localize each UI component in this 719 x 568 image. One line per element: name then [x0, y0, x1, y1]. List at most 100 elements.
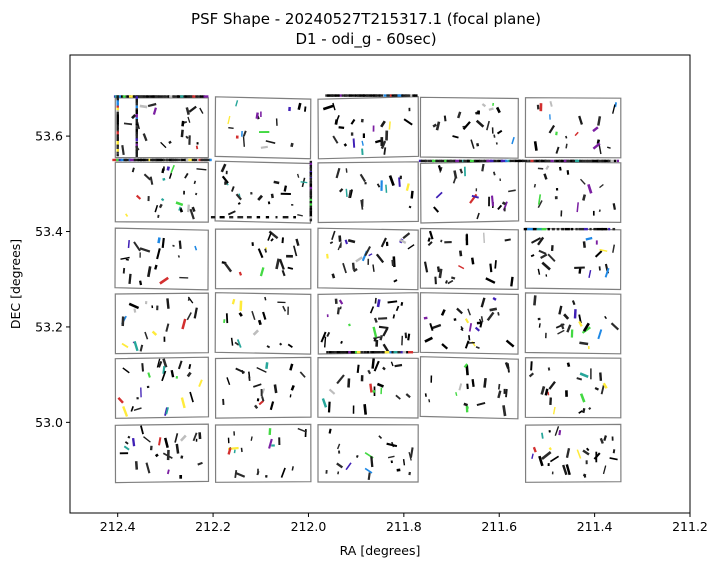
- psf-whisker: [191, 206, 196, 213]
- psf-whisker: [555, 131, 558, 136]
- psf-whisker: [265, 362, 269, 369]
- psf-whisker: [489, 263, 493, 273]
- psf-whisker: [332, 135, 339, 144]
- psf-whisker: [250, 436, 253, 441]
- psf-whisker: [140, 425, 144, 435]
- psf-whisker: [175, 201, 184, 207]
- psf-whisker: [147, 102, 157, 108]
- psf-whisker: [185, 135, 189, 140]
- psf-whisker: [355, 454, 359, 458]
- psf-whisker: [579, 178, 586, 185]
- x-tick-label: 211.2: [672, 519, 708, 534]
- detector-ccd: [114, 97, 209, 159]
- psf-whisker: [287, 266, 294, 270]
- psf-whisker: [193, 180, 197, 185]
- psf-whisker: [392, 314, 396, 319]
- psf-whisker: [257, 319, 262, 326]
- psf-whisker: [303, 106, 307, 112]
- psf-whisker: [156, 358, 161, 368]
- psf-whisker: [227, 115, 231, 125]
- psf-whisker: [131, 167, 135, 173]
- psf-whisker: [585, 236, 593, 241]
- psf-whisker: [558, 166, 562, 171]
- psf-whisker: [233, 449, 236, 454]
- psf-whisker: [455, 392, 458, 396]
- psf-whisker: [179, 434, 187, 442]
- psf-whisker: [497, 204, 503, 211]
- psf-whisker: [228, 127, 234, 129]
- psf-whisker: [281, 237, 284, 244]
- psf-whisker: [387, 300, 398, 304]
- psf-whisker: [347, 378, 351, 388]
- psf-whisker: [241, 369, 244, 375]
- psf-whisker: [149, 176, 154, 185]
- psf-whisker: [166, 298, 170, 309]
- psf-whisker: [578, 320, 583, 327]
- psf-whisker: [133, 407, 142, 411]
- psf-whisker: [338, 126, 345, 130]
- x-tick-label: 211.8: [386, 519, 422, 534]
- psf-whisker: [440, 239, 443, 243]
- psf-whisker: [158, 203, 163, 209]
- psf-whisker: [555, 146, 560, 154]
- psf-whisker: [548, 124, 556, 134]
- psf-whisker: [133, 241, 141, 252]
- psf-whisker: [583, 474, 587, 478]
- psf-whisker: [139, 344, 144, 352]
- psf-whisker: [434, 276, 437, 285]
- psf-whisker: [600, 385, 605, 395]
- x-tick-label: 212.2: [195, 519, 231, 534]
- psf-whisker: [488, 107, 494, 111]
- psf-whisker: [144, 331, 149, 340]
- psf-whisker: [456, 307, 463, 315]
- psf-whisker: [409, 447, 414, 458]
- psf-whisker: [598, 144, 602, 155]
- psf-whisker: [614, 102, 617, 108]
- psf-whisker: [528, 372, 535, 378]
- psf-whisker: [367, 369, 372, 375]
- psf-whisker: [508, 189, 516, 193]
- psf-whisker: [552, 406, 556, 415]
- psf-whisker: [466, 405, 469, 409]
- psf-whisker: [139, 104, 148, 109]
- detector-ccd: [419, 227, 519, 291]
- psf-whisker: [198, 432, 202, 440]
- psf-whisker: [562, 464, 568, 476]
- psf-whisker: [547, 391, 550, 396]
- psf-whisker: [599, 437, 604, 444]
- psf-whisker: [540, 386, 546, 395]
- psf-whisker: [287, 343, 293, 348]
- psf-whisker: [424, 336, 434, 343]
- psf-whisker: [579, 393, 586, 403]
- psf-whisker: [470, 139, 475, 149]
- psf-whisker: [253, 383, 262, 388]
- psf-whisker: [375, 139, 381, 144]
- chart-title-line-1: PSF Shape - 20240527T215317.1 (focal pla…: [191, 10, 541, 28]
- psf-whisker: [355, 256, 363, 263]
- psf-whisker: [436, 266, 441, 273]
- psf-whisker: [238, 312, 243, 317]
- psf-whisker: [373, 337, 377, 342]
- psf-whisker: [394, 363, 403, 368]
- psf-whisker: [227, 447, 232, 455]
- psf-whisker: [470, 257, 475, 265]
- plot-frame: [69, 54, 691, 514]
- psf-whisker: [363, 404, 368, 415]
- x-axis-label: RA [degrees]: [340, 543, 421, 558]
- psf-whisker: [578, 410, 583, 414]
- psf-whisker: [372, 326, 378, 338]
- detector-ccd: [524, 227, 622, 291]
- psf-whisker: [481, 163, 485, 172]
- psf-whisker: [220, 163, 227, 173]
- psf-whisker: [540, 253, 548, 259]
- psf-whisker: [279, 342, 283, 346]
- psf-whisker: [281, 269, 286, 277]
- psf-whisker: [530, 254, 535, 258]
- psf-whisker: [360, 199, 364, 210]
- psf-whisker: [586, 447, 590, 452]
- psf-whisker: [510, 276, 514, 287]
- x-tick-label: 211.6: [481, 519, 517, 534]
- psf-whisker: [158, 437, 162, 446]
- psf-whisker: [404, 332, 408, 339]
- psf-whisker: [387, 455, 395, 459]
